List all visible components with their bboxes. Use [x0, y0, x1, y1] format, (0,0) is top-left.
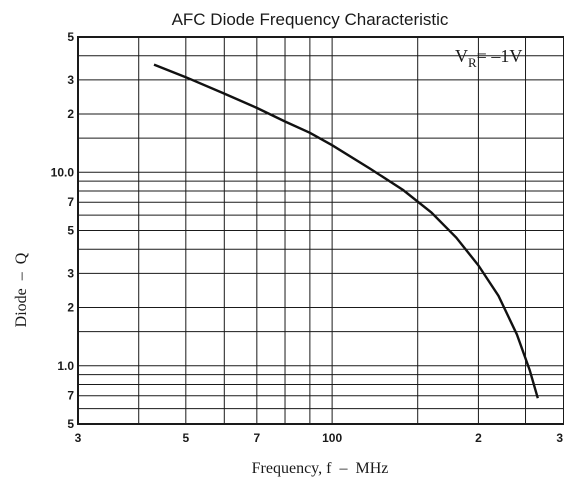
y-tick-label: 5	[67, 224, 74, 238]
y-tick-label: 2	[67, 107, 74, 121]
grid	[77, 36, 564, 425]
x-tick-label: 2	[475, 431, 482, 445]
x-axis-label: Frequency, f – MHz	[252, 460, 389, 477]
series-line	[153, 63, 539, 399]
chart-title: AFC Diode Frequency Characteristic	[172, 10, 449, 29]
x-tick-labels: 3 5 7 100 2 3	[75, 431, 564, 445]
y-tick-label: 3	[67, 266, 74, 280]
y-tick-label: 10.0	[51, 165, 75, 179]
y-tick-label: 7	[67, 195, 74, 209]
annotation-sub: R	[468, 55, 477, 70]
y-tick-label: 5	[67, 30, 74, 44]
x-tick-label: 7	[253, 431, 260, 445]
annotation-main: V	[455, 46, 468, 66]
y-tick-label: 1.0	[57, 359, 74, 373]
y-tick-label: 3	[67, 73, 74, 87]
y-tick-label: 2	[67, 301, 74, 315]
annotation-value: = –1V	[477, 46, 523, 66]
x-tick-label: 3	[556, 431, 563, 445]
plot-frame	[77, 36, 564, 425]
condition-annotation: VR= –1V	[455, 46, 522, 70]
x-tick-label: 3	[75, 431, 82, 445]
x-tick-label: 5	[182, 431, 189, 445]
series-layer	[153, 63, 539, 399]
y-tick-label: 5	[67, 417, 74, 431]
y-tick-label: 7	[67, 389, 74, 403]
y-axis-label: Diode – Q	[13, 252, 30, 327]
y-tick-labels: 5 7 1.0 2 3 5 7 10.0 2 3 5	[51, 30, 75, 431]
x-tick-label: 100	[322, 431, 342, 445]
